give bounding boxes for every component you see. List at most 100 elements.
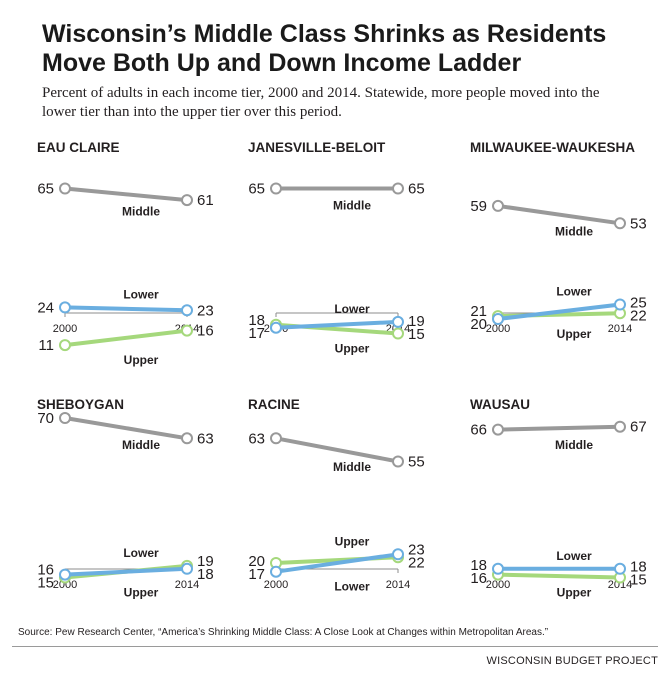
series-label-upper: Upper xyxy=(335,342,370,356)
value-label-upper: 20 xyxy=(248,553,265,570)
series-line-upper xyxy=(63,328,189,348)
data-point-lower xyxy=(181,304,193,317)
data-point-middle xyxy=(181,432,193,445)
x-tick-label: 2014 xyxy=(386,579,410,591)
value-label-middle: 53 xyxy=(630,215,647,232)
value-label-middle: 61 xyxy=(197,192,214,209)
data-point-lower xyxy=(492,313,504,325)
source-note: Source: Pew Research Center, “America’s … xyxy=(18,627,549,638)
value-label-upper: 18 xyxy=(248,312,265,329)
series-line-lower xyxy=(63,566,189,577)
panel-eau-claire: EAU CLAIRE20002014652411612316MiddleLowe… xyxy=(37,140,214,367)
data-point-lower xyxy=(392,548,404,561)
value-label-lower: 23 xyxy=(408,541,425,558)
value-label-lower: 18 xyxy=(630,559,647,576)
value-label-lower: 25 xyxy=(630,294,647,311)
data-point-lower xyxy=(59,301,71,314)
series-label-upper: Upper xyxy=(124,353,159,367)
series-label-upper: Upper xyxy=(124,586,159,600)
data-point-middle xyxy=(270,432,282,445)
series-line-lower xyxy=(274,319,400,330)
x-tick-label: 2014 xyxy=(175,579,199,591)
x-tick-label: 2000 xyxy=(53,579,77,591)
series-label-middle: Middle xyxy=(333,460,371,474)
data-point-lower xyxy=(614,298,626,311)
panel-janesville-beloit: JANESVILLE-BELOIT20002014651718651915Mid… xyxy=(248,140,425,356)
value-label-upper: 16 xyxy=(197,323,214,340)
series-line-lower xyxy=(496,302,622,321)
value-label-middle: 70 xyxy=(37,410,54,427)
value-label-lower: 17 xyxy=(248,566,265,583)
series-label-lower: Lower xyxy=(123,287,159,301)
data-point-lower xyxy=(270,565,282,578)
value-label-middle: 63 xyxy=(248,430,265,447)
panel-title: WAUSAU xyxy=(470,397,530,412)
series-label-lower: Lower xyxy=(556,285,592,299)
series-label-middle: Middle xyxy=(333,199,371,213)
series-line-middle xyxy=(274,436,400,464)
value-label-middle: 66 xyxy=(470,422,487,439)
data-point-middle xyxy=(59,182,71,195)
panel-title: RACINE xyxy=(248,397,300,412)
series-label-upper: Upper xyxy=(557,327,592,341)
credit-label: WISCONSIN BUDGET PROJECT xyxy=(486,655,658,667)
data-point-upper xyxy=(392,327,404,340)
series-line-lower xyxy=(63,305,189,313)
series-label-lower: Lower xyxy=(123,546,159,560)
x-tick-label: 2000 xyxy=(264,579,288,591)
data-point-middle xyxy=(392,182,404,195)
data-point-lower xyxy=(270,321,282,334)
data-point-upper xyxy=(181,324,193,337)
x-tick-label: 2000 xyxy=(486,323,510,335)
series-label-upper: Upper xyxy=(335,534,370,548)
data-point-lower xyxy=(181,562,193,575)
value-label-upper: 11 xyxy=(38,337,54,354)
data-point-middle xyxy=(59,412,71,424)
series-line-middle xyxy=(496,424,622,432)
series-label-middle: Middle xyxy=(122,204,160,218)
value-label-middle: 59 xyxy=(470,198,487,215)
data-point-middle xyxy=(492,423,504,436)
value-label-lower: 19 xyxy=(408,313,425,330)
value-label-middle: 65 xyxy=(408,181,425,198)
value-label-middle: 65 xyxy=(248,181,265,198)
value-label-upper: 15 xyxy=(630,572,647,589)
series-label-upper: Upper xyxy=(557,586,592,600)
series-label-lower: Lower xyxy=(334,302,370,316)
value-label-lower: 18 xyxy=(197,566,214,583)
footer-divider xyxy=(12,646,658,647)
x-tick-label: 2000 xyxy=(486,579,510,591)
series-line-middle xyxy=(63,186,189,203)
series-label-middle: Middle xyxy=(122,438,160,452)
x-tick-label: 2000 xyxy=(53,323,77,335)
data-point-middle xyxy=(614,217,626,230)
panel-title: MILWAUKEE-WAUKESHA xyxy=(470,140,635,155)
data-point-upper xyxy=(59,339,71,352)
value-label-middle: 55 xyxy=(408,454,425,471)
series-line-middle xyxy=(496,203,622,226)
data-point-middle xyxy=(392,455,404,468)
value-label-lower: 17 xyxy=(248,325,265,342)
data-point-middle xyxy=(181,194,193,207)
value-label-upper: 21 xyxy=(470,303,487,320)
data-point-lower xyxy=(392,315,404,328)
value-label-upper: 19 xyxy=(197,553,214,570)
data-point-middle xyxy=(270,182,282,195)
panel-title: JANESVILLE-BELOIT xyxy=(248,140,386,155)
x-tick-label: 2014 xyxy=(608,579,632,591)
value-label-upper: 15 xyxy=(37,575,54,592)
series-label-lower: Lower xyxy=(556,549,592,563)
value-label-lower: 23 xyxy=(197,302,214,319)
value-label-lower: 16 xyxy=(37,562,54,579)
value-label-middle: 65 xyxy=(37,181,54,198)
value-label-upper: 22 xyxy=(408,554,425,571)
value-label-lower: 20 xyxy=(470,316,487,333)
panel-title: SHEBOYGAN xyxy=(37,397,124,412)
series-line-lower xyxy=(274,552,400,574)
value-label-upper: 22 xyxy=(630,307,647,324)
data-point-middle xyxy=(614,420,626,433)
value-label-upper: 15 xyxy=(408,326,425,343)
